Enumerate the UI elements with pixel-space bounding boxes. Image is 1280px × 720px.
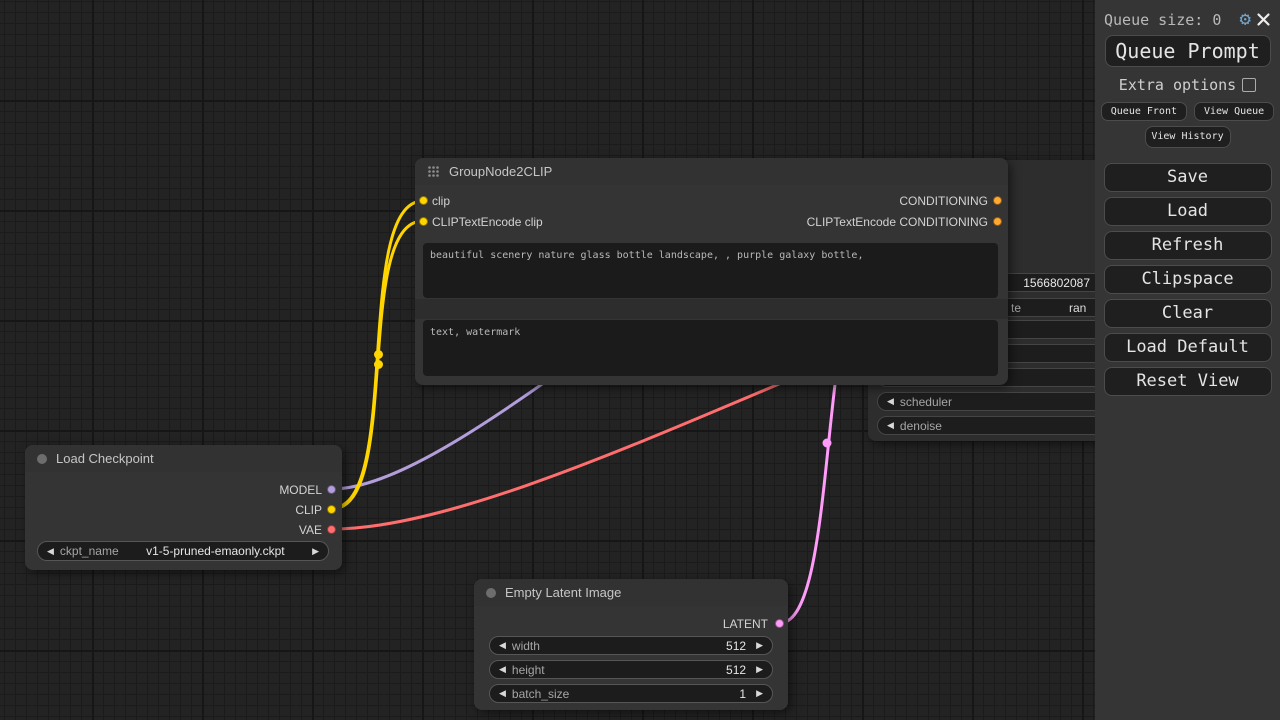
control-label-fragment: te [1011,301,1022,315]
widget-label: ckpt_name [59,544,119,558]
collapse-dot-icon[interactable] [486,587,496,598]
increment-arrow-icon[interactable]: ▶ [756,664,763,674]
positive-prompt-textarea[interactable]: beautiful scenery nature glass bottle la… [423,243,998,298]
input-slot-clip[interactable] [419,196,428,205]
control-value-fragment: ran [1069,301,1087,315]
widget-value: 512 [726,638,747,653]
clear-button[interactable]: Clear [1103,298,1272,328]
denoise-label: denoise [899,418,942,433]
negative-prompt-textarea[interactable]: text, watermark [423,320,998,376]
output-slot-conditioning[interactable] [993,196,1002,205]
extra-options-label: Extra options [1118,76,1237,94]
settings-gear-icon[interactable]: ⚙ [1239,8,1251,30]
prev-value-arrow-icon[interactable]: ◀ [47,545,54,556]
node-title-bar[interactable]: GroupNode2CLIP [415,158,1008,185]
height-widget[interactable]: ◀ height 512 ▶ [489,660,773,679]
increment-arrow-icon[interactable]: ▶ [756,688,763,698]
widget-value: v1-5-pruned-emaonly.ckpt [146,544,285,558]
output-slot-clip[interactable] [327,505,336,514]
widget-value: 1 [739,686,747,701]
output-label: CLIPTextEncode CONDITIONING [806,214,988,229]
view-history-button[interactable]: View History [1144,126,1231,148]
width-widget[interactable]: ◀ width 512 ▶ [489,636,773,655]
load-button[interactable]: Load [1103,196,1272,226]
queue-size-label: Queue size: 0 [1104,10,1222,29]
seed-value: 1566802087 [1023,276,1090,290]
widget-divider [415,299,1008,319]
node-title: GroupNode2CLIP [449,164,553,179]
output-label: VAE [298,522,322,537]
sidebar-menu: Queue size: 0 ⚙ Queue Prompt Extra optio… [1095,0,1280,720]
decrement-arrow-icon[interactable]: ◀ [499,688,506,698]
clipspace-button[interactable]: Clipspace [1103,264,1272,294]
output-slot-model[interactable] [327,485,336,494]
batch-size-widget[interactable]: ◀ batch_size 1 ▶ [489,684,773,703]
output-slot-latent[interactable] [775,619,784,628]
widget-label: width [511,638,540,653]
load-checkpoint-node[interactable]: Load Checkpoint MODEL CLIP VAE ◀ ckpt_na… [25,445,342,570]
ckpt-name-widget[interactable]: ◀ ckpt_name v1-5-pruned-emaonly.ckpt ▶ [37,541,329,561]
group-node-2clip[interactable]: GroupNode2CLIP clip CONDITIONING CLIPTex… [415,158,1008,385]
queue-front-button[interactable]: Queue Front [1100,102,1187,121]
collapse-dot-icon[interactable] [37,453,47,464]
queue-prompt-button[interactable]: Queue Prompt [1104,35,1271,67]
next-value-arrow-icon[interactable]: ▶ [312,545,319,556]
widget-label: height [511,662,545,677]
node-title-bar[interactable]: Empty Latent Image [474,579,788,606]
decrement-arrow-icon[interactable]: ◀ [499,664,506,674]
empty-latent-image-node[interactable]: Empty Latent Image LATENT ◀ width 512 ▶ … [474,579,788,710]
group-node-grid-icon [428,166,439,177]
output-label: LATENT [722,616,768,631]
view-queue-button[interactable]: View Queue [1194,102,1275,121]
widget-value: 512 [726,662,747,677]
input-label: clip [432,193,451,208]
node-title: Empty Latent Image [505,585,622,600]
load-default-button[interactable]: Load Default [1103,332,1272,362]
node-title-bar[interactable]: Load Checkpoint [25,445,342,472]
decrement-arrow-icon[interactable]: ◀ [499,640,506,650]
node-title: Load Checkpoint [56,451,154,466]
output-slot-vae[interactable] [327,525,336,534]
output-label: CONDITIONING [899,193,988,208]
extra-options-checkbox[interactable] [1242,78,1257,92]
increment-arrow-icon[interactable]: ▶ [756,640,763,650]
decrement-arrow-icon[interactable]: ◀ [887,396,894,406]
input-slot-cliptextencode-clip[interactable] [419,217,428,226]
output-slot-cliptextencode-conditioning[interactable] [993,217,1002,226]
reset-view-button[interactable]: Reset View [1103,366,1272,396]
output-label: MODEL [279,482,322,497]
widget-label: batch_size [511,686,570,701]
close-icon[interactable] [1256,12,1271,27]
save-button[interactable]: Save [1103,162,1272,192]
refresh-button[interactable]: Refresh [1103,230,1272,260]
decrement-arrow-icon[interactable]: ◀ [887,420,894,430]
input-label: CLIPTextEncode clip [432,214,543,229]
scheduler-label: scheduler [899,394,952,409]
output-label: CLIP [295,502,322,517]
